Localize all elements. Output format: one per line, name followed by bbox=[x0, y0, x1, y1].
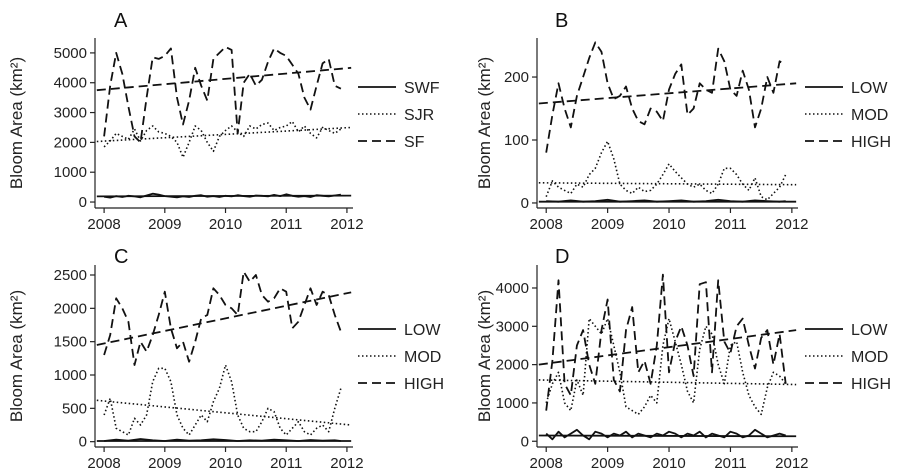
series-line-low bbox=[545, 428, 786, 441]
panel-label-d: D bbox=[555, 246, 569, 268]
trend-line-high bbox=[96, 291, 352, 346]
y-axis-label: Bloom Area (km²) bbox=[475, 57, 494, 189]
series-line-high bbox=[103, 270, 342, 366]
y-tick-label: 200 bbox=[504, 69, 529, 86]
legend-label-mod: MOD bbox=[404, 349, 441, 366]
y-tick-label: 2500 bbox=[54, 267, 87, 284]
x-tick-label: 2010 bbox=[652, 216, 685, 233]
series-line-mod bbox=[545, 140, 787, 201]
series-line-sjr bbox=[103, 120, 342, 159]
x-tick-label: 2008 bbox=[87, 455, 120, 472]
panel-label-b: B bbox=[555, 10, 568, 32]
trend-line-high bbox=[538, 329, 797, 366]
y-tick-label: 0 bbox=[79, 194, 87, 211]
series-line-high bbox=[545, 41, 787, 153]
y-tick-label: 2000 bbox=[496, 357, 529, 374]
y-tick-label: 0 bbox=[521, 195, 529, 212]
y-tick-label: 1000 bbox=[496, 395, 529, 412]
x-tick-label: 2011 bbox=[714, 216, 746, 233]
y-axis-label: Bloom Area (km²) bbox=[7, 57, 26, 189]
y-tick-label: 0 bbox=[521, 433, 529, 450]
legend-label-swf: SWF bbox=[404, 80, 440, 97]
x-tick-label: 2009 bbox=[591, 455, 624, 472]
x-tick-label: 2008 bbox=[87, 216, 120, 233]
x-tick-label: 2009 bbox=[591, 216, 624, 233]
x-tick-label: 2011 bbox=[270, 455, 302, 472]
series-line-sf bbox=[103, 46, 342, 144]
legend-label-sjr: SJR bbox=[404, 107, 434, 124]
legend-label-low: LOW bbox=[851, 322, 888, 339]
panel-d: D Bloom Area (km²) 0 1000 2000 3000 4000 2008 20… bbox=[475, 246, 891, 472]
y-tick-label: 1500 bbox=[54, 334, 87, 351]
legend-label-high: HIGH bbox=[851, 376, 891, 393]
y-tick-label: 500 bbox=[62, 400, 87, 417]
trend-line-sjr bbox=[96, 126, 352, 143]
x-tick-label: 2011 bbox=[270, 216, 302, 233]
trend-line-low bbox=[538, 434, 797, 438]
x-tick-label: 2012 bbox=[330, 455, 363, 472]
series-line-mod bbox=[103, 364, 342, 436]
trend-line-mod bbox=[538, 379, 797, 386]
trend-line-swf bbox=[96, 194, 352, 198]
panel-label-a: A bbox=[114, 10, 128, 32]
x-tick-label: 2008 bbox=[530, 455, 563, 472]
y-tick-label: 2000 bbox=[54, 300, 87, 317]
x-tick-label: 2010 bbox=[209, 216, 242, 233]
legend-label-mod: MOD bbox=[851, 349, 888, 366]
x-tick-label: 2010 bbox=[652, 455, 685, 472]
trend-line-sf bbox=[96, 66, 352, 92]
y-tick-label: 2000 bbox=[54, 134, 87, 151]
legend-label-high: HIGH bbox=[851, 134, 891, 151]
y-tick-label: 4000 bbox=[54, 75, 87, 92]
y-tick-label: 3000 bbox=[54, 105, 87, 122]
x-tick-label: 2012 bbox=[775, 455, 808, 472]
y-tick-label: 5000 bbox=[54, 45, 87, 62]
y-tick-label: 1000 bbox=[54, 164, 87, 181]
x-tick-label: 2010 bbox=[209, 455, 242, 472]
trend-line-high bbox=[538, 82, 797, 105]
y-tick-label: 4000 bbox=[496, 280, 529, 297]
x-tick-label: 2012 bbox=[775, 216, 808, 233]
x-tick-label: 2009 bbox=[148, 216, 181, 233]
legend-label-high: HIGH bbox=[404, 376, 444, 393]
panel-b: B Bloom Area (km²) 0 100 200 2008 2009 2010 2011… bbox=[475, 10, 891, 233]
x-tick-label: 2009 bbox=[148, 455, 181, 472]
x-tick-label: 2008 bbox=[530, 216, 563, 233]
x-tick-label: 2011 bbox=[714, 455, 746, 472]
y-tick-label: 1000 bbox=[54, 367, 87, 384]
panel-c: C Bloom Area (km²) 0 500 1000 1500 2000 2500 200… bbox=[7, 246, 444, 472]
y-axis-label: Bloom Area (km²) bbox=[7, 290, 26, 422]
legend-label-low: LOW bbox=[851, 80, 888, 97]
y-tick-label: 100 bbox=[504, 132, 529, 149]
legend-label-low: LOW bbox=[404, 322, 441, 339]
y-axis-label: Bloom Area (km²) bbox=[475, 290, 494, 422]
trend-line-mod bbox=[538, 182, 797, 186]
legend-label-sf: SF bbox=[404, 134, 425, 151]
panel-label-c: C bbox=[114, 246, 128, 268]
legend-label-mod: MOD bbox=[851, 107, 888, 124]
y-tick-label: 0 bbox=[79, 434, 87, 451]
x-tick-label: 2012 bbox=[330, 216, 363, 233]
series-line-high bbox=[545, 273, 787, 411]
y-tick-label: 3000 bbox=[496, 318, 529, 335]
trend-line-mod bbox=[96, 399, 352, 426]
panel-a: A Bloom Area (km²) 0 1000 2000 3000 4000 5000 20… bbox=[7, 10, 440, 233]
